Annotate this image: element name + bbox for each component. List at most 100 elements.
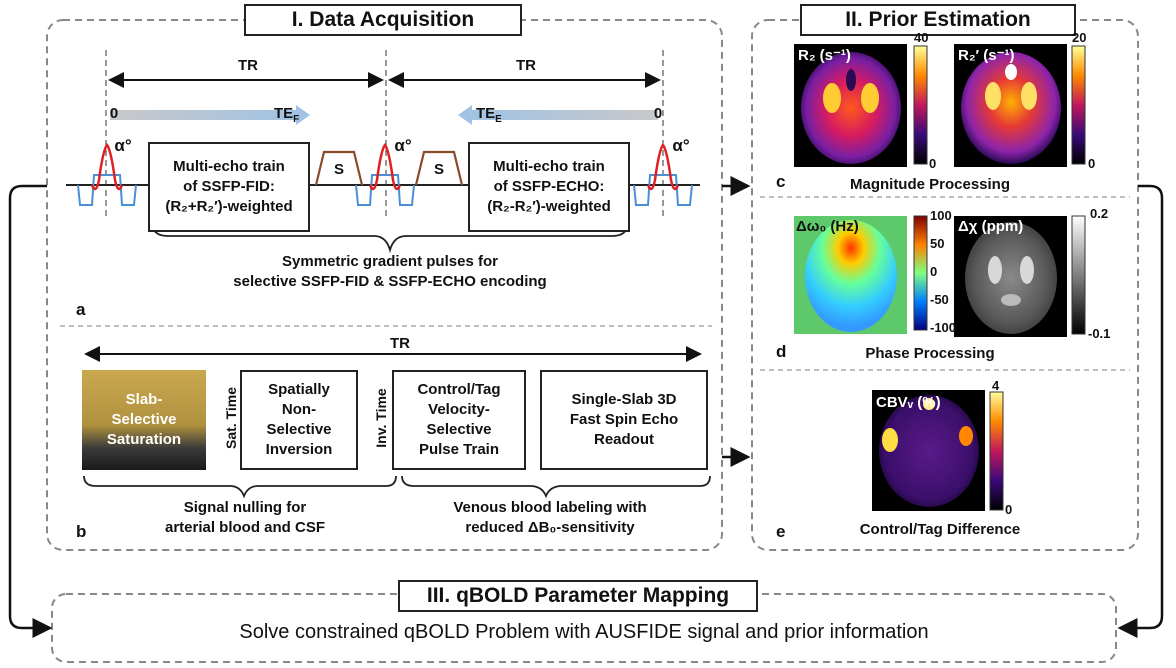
ssfp-echo-line-2: of SSFP-ECHO: — [493, 178, 605, 195]
ssfp-fid-line-3: (R₂+R₂′)-weighted — [165, 198, 293, 215]
inversion-box: Spatially Non- Selective Inversion — [240, 370, 358, 470]
r2prime-colorbar-min: 0 — [1088, 156, 1096, 171]
te-f-arrow — [110, 105, 310, 125]
slab-label-line-1: Slab- — [125, 391, 163, 408]
field-map-colorbar — [913, 215, 928, 331]
ssfp-echo-line-3: (R₂-R₂′)-weighted — [487, 198, 611, 215]
panel-a-caption: Symmetric gradient pulses for selective … — [210, 252, 570, 292]
brace-panel-b-right — [401, 475, 711, 499]
r2-colorbar-min: 0 — [929, 156, 937, 171]
r2-map-label: R₂ (s⁻¹) — [798, 47, 851, 64]
panel-letter-a: a — [76, 300, 86, 319]
mapping-description: Solve constrained qBOLD Problem with AUS… — [239, 621, 929, 643]
spoiler-label-right: S — [433, 161, 444, 178]
spoiler-gradient-left — [314, 150, 364, 186]
arrow-right-feedback — [1117, 184, 1164, 638]
readout-line-2: Fast Spin Echo — [569, 411, 679, 428]
zero-label-right: 0 — [653, 105, 663, 122]
inversion-line-1: Spatially — [268, 381, 330, 398]
r2prime-colorbar-max: 20 — [1072, 30, 1087, 45]
control-tag-line-3: Selective — [426, 421, 492, 438]
panel-letter-c: c — [776, 172, 786, 191]
control-tag-line-2: Velocity- — [428, 401, 490, 418]
cbv-colorbar — [989, 391, 1004, 511]
rf-pulse-mid — [355, 142, 415, 206]
data-acquisition-region — [46, 19, 723, 551]
tr-label-right: TR — [516, 57, 536, 74]
inversion-line-3: Selective — [266, 421, 332, 438]
panel-d-caption: Phase Processing — [865, 345, 995, 362]
susceptibility-map-label: Δχ (ppm) — [958, 218, 1024, 235]
panel-c-caption: Magnitude Processing — [849, 176, 1011, 193]
panel-b-caption-right-line-1: Venous blood labeling with — [453, 499, 647, 516]
sat-time-label: Sat. Time — [223, 387, 239, 449]
readout-line-1: Single-Slab 3D — [571, 391, 677, 408]
control-tag-box: Control/Tag Velocity- Selective Pulse Tr… — [392, 370, 526, 470]
panel-letter-e: e — [776, 522, 786, 541]
spoiler-gradient-right — [414, 150, 464, 186]
tr-label-panel-b: TR — [390, 335, 410, 352]
flip-angle-right: α° — [672, 136, 690, 155]
panel-b-caption-left: Signal nulling for arterial blood and CS… — [140, 498, 350, 538]
readout-line-3: Readout — [594, 431, 654, 448]
control-tag-line-4: Pulse Train — [418, 441, 500, 458]
section-title-parameter-mapping: III. qBOLD Parameter Mapping — [398, 580, 758, 612]
brace-panel-b-left — [83, 475, 397, 499]
cbv-map-image — [872, 390, 985, 511]
cbv-colorbar-min: 0 — [1005, 502, 1013, 517]
susceptibility-colorbar — [1071, 215, 1086, 335]
prior-estimation-region — [751, 19, 1139, 551]
section-title-prior-estimation: II. Prior Estimation — [800, 4, 1076, 36]
field-map-image — [794, 216, 907, 334]
ssfp-echo-line-1: Multi-echo train — [493, 158, 605, 175]
control-tag-line-1: Control/Tag — [417, 381, 501, 398]
te-e-arrow — [458, 105, 658, 125]
rf-pulse-right — [633, 142, 693, 206]
slab-saturation-image: Slab- Selective Saturation — [82, 370, 206, 470]
ssfp-fid-line-1: Multi-echo train — [173, 158, 285, 175]
field-colorbar-tick-1: 100 — [930, 208, 952, 223]
te-e-label: TEE — [476, 105, 502, 125]
panel-b-caption-right: Venous blood labeling with reduced ΔB₀-s… — [430, 498, 670, 538]
flip-angle-mid: α° — [394, 136, 412, 155]
susceptibility-map-image — [954, 216, 1067, 337]
panel-letter-b: b — [76, 522, 87, 541]
zero-label-left: 0 — [109, 105, 119, 122]
field-colorbar-tick-4: -50 — [930, 292, 949, 307]
inversion-line-2: Non- — [281, 401, 317, 418]
susceptibility-colorbar-min: -0.1 — [1088, 326, 1111, 341]
ssfp-fid-line-2: of SSFP-FID: — [183, 178, 275, 195]
field-colorbar-tick-2: 50 — [930, 236, 945, 251]
slab-saturation-label: Slab- Selective Saturation — [82, 370, 206, 470]
panel-a-caption-line-2: selective SSFP-FID & SSFP-ECHO encoding — [233, 273, 547, 290]
r2prime-colorbar — [1071, 45, 1086, 165]
panel-b-caption-left-line-1: Signal nulling for — [183, 499, 307, 516]
te-f-label: TEF — [274, 105, 300, 125]
susceptibility-colorbar-max: 0.2 — [1090, 206, 1109, 221]
rf-pulse-left — [77, 142, 137, 206]
readout-box: Single-Slab 3D Fast Spin Echo Readout — [540, 370, 708, 470]
r2prime-map-image — [954, 44, 1067, 167]
slab-label-line-3: Saturation — [106, 431, 182, 448]
ssfp-fid-box: Multi-echo train of SSFP-FID: (R₂+R₂′)-w… — [148, 142, 310, 232]
field-map-label: Δω₀ (Hz) — [796, 218, 859, 235]
spoiler-label-left: S — [333, 161, 344, 178]
section-title-data-acquisition: I. Data Acquisition — [244, 4, 522, 36]
field-colorbar-tick-5: -100 — [930, 320, 957, 335]
field-colorbar-tick-3: 0 — [930, 264, 938, 279]
ssfp-echo-box: Multi-echo train of SSFP-ECHO: (R₂-R₂′)-… — [468, 142, 630, 232]
panel-letter-d: d — [776, 342, 787, 361]
brace-panel-a — [151, 221, 629, 254]
inv-time-label: Inv. Time — [373, 388, 389, 448]
r2-colorbar-max: 40 — [914, 30, 929, 45]
cbv-map-label: CBVᵥ (%) — [876, 394, 941, 411]
panel-a-caption-line-1: Symmetric gradient pulses for — [282, 253, 498, 270]
flip-angle-left: α° — [114, 136, 132, 155]
panel-b-caption-left-line-2: arterial blood and CSF — [164, 519, 326, 536]
r2prime-map-label: R₂′ (s⁻¹) — [958, 47, 1015, 64]
inversion-line-4: Inversion — [265, 441, 333, 458]
cbv-colorbar-max: 4 — [992, 378, 1000, 393]
tr-label-left: TR — [238, 57, 258, 74]
r2-map-image — [794, 44, 907, 167]
